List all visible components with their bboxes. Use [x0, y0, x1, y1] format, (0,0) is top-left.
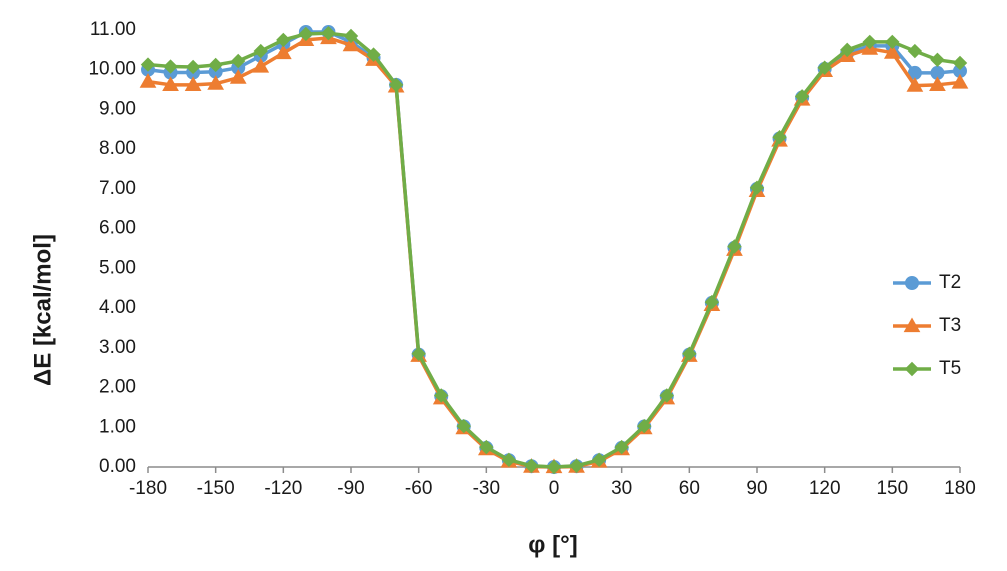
data-point-t3 [883, 44, 901, 59]
y-tick-label: 0.00 [99, 456, 136, 477]
data-point-t3 [207, 75, 225, 90]
x-tick-label: 180 [944, 478, 976, 499]
series-t3 [139, 29, 969, 474]
y-tick-label: 2.00 [99, 377, 136, 398]
data-point-t3 [162, 76, 179, 91]
data-point-t5 [208, 57, 223, 73]
y-tick-label: 4.00 [99, 297, 136, 318]
data-point-t5 [388, 77, 404, 93]
legend-marker [904, 361, 920, 377]
series-t2 [141, 24, 967, 474]
data-point-t5 [298, 26, 314, 42]
x-tick-label: -30 [473, 478, 500, 499]
legend-item-t3: T3 [893, 315, 961, 336]
data-point-t5 [231, 53, 246, 69]
y-tick-label: 5.00 [99, 257, 136, 278]
y-tick-label: 6.00 [99, 218, 136, 239]
data-point-t5 [907, 43, 923, 59]
x-tick-label: 150 [876, 478, 908, 499]
series-layer [139, 24, 969, 475]
data-point-t5 [952, 55, 968, 71]
data-point-t5 [253, 43, 268, 59]
x-tick-label: -120 [264, 478, 302, 499]
y-tick-label: 9.00 [99, 98, 136, 119]
legend: T2 T3 T5 [893, 272, 961, 379]
legend-item-t5: T5 [893, 358, 961, 379]
data-point-t5 [546, 459, 562, 475]
data-point-t5 [749, 180, 765, 195]
legend-label: T5 [939, 358, 961, 379]
data-point-t5 [682, 346, 697, 361]
x-axis-label: φ [°] [528, 531, 577, 558]
x-tick-label: -60 [405, 478, 432, 499]
legend-label: T2 [939, 272, 961, 293]
data-point-t5 [817, 60, 832, 75]
data-point-t5 [140, 57, 156, 72]
y-tick-label: 11.00 [90, 19, 136, 40]
series-t5 [140, 25, 968, 475]
y-tick-label: 10.00 [88, 59, 136, 80]
data-point-t5 [524, 458, 539, 474]
y-tick-label: 7.00 [99, 178, 136, 199]
data-point-t3 [929, 76, 946, 91]
data-point-t5 [411, 346, 426, 361]
x-tick-label: 0 [549, 478, 560, 499]
data-point-t5 [185, 59, 201, 75]
data-point-t5 [704, 294, 720, 310]
data-point-t5 [366, 47, 381, 62]
data-point-t5 [885, 34, 900, 50]
y-tick-label: 1.00 [99, 416, 136, 437]
data-point-t5 [637, 418, 652, 434]
data-point-t5 [569, 458, 584, 474]
data-point-t5 [862, 34, 877, 50]
y-tick-label: 3.00 [99, 337, 136, 358]
data-point-t5 [614, 439, 629, 455]
y-axis-ticks: 0.00 1.00 2.00 3.00 4.00 5.00 6.00 7.00 8.00 9.00… [88, 19, 136, 477]
data-point-t3 [906, 77, 924, 92]
data-point-t5 [321, 25, 336, 41]
x-tick-label: 30 [611, 478, 632, 499]
data-point-t5 [456, 418, 471, 434]
data-point-t3 [342, 36, 360, 52]
data-point-t5 [727, 239, 742, 254]
x-tick-label: -180 [129, 478, 167, 499]
series-line-t5 [147, 31, 961, 469]
series-line-t2 [147, 30, 961, 469]
data-point-t3 [951, 73, 969, 89]
data-point-t5 [276, 32, 291, 48]
y-tick-label: 8.00 [99, 138, 136, 159]
x-tick-label: 60 [679, 478, 700, 499]
data-point-t3 [229, 69, 247, 84]
x-tick-label: 90 [746, 478, 767, 499]
data-point-t5 [434, 388, 449, 403]
data-point-t5 [501, 452, 517, 468]
data-point-t5 [591, 452, 607, 468]
legend-label: T3 [939, 315, 961, 336]
series-line-t3 [147, 36, 961, 469]
data-point-t3 [252, 58, 270, 73]
data-point-t5 [659, 388, 674, 403]
data-point-t5 [343, 28, 359, 44]
data-point-t5 [772, 130, 787, 145]
data-point-t5 [930, 52, 945, 68]
x-tick-label: 120 [809, 478, 841, 499]
data-point-t5 [163, 59, 178, 74]
x-axis-ticks: -180 -150 -120 -90 -60 -30 0 30 60 90 120 150 180 [129, 467, 976, 499]
data-point-t5 [794, 89, 810, 104]
data-point-t3 [139, 73, 157, 88]
data-point-t5 [479, 439, 494, 455]
legend-marker [905, 276, 919, 290]
data-point-t3 [184, 76, 202, 91]
x-tick-label: -150 [197, 478, 235, 499]
data-point-t5 [840, 42, 855, 58]
legend-item-t2: T2 [893, 272, 961, 293]
y-axis-label: ΔE [kcal/mol] [29, 234, 56, 386]
legend-marker [903, 317, 921, 333]
x-tick-label: -90 [337, 478, 364, 499]
data-point-t3 [274, 44, 292, 60]
